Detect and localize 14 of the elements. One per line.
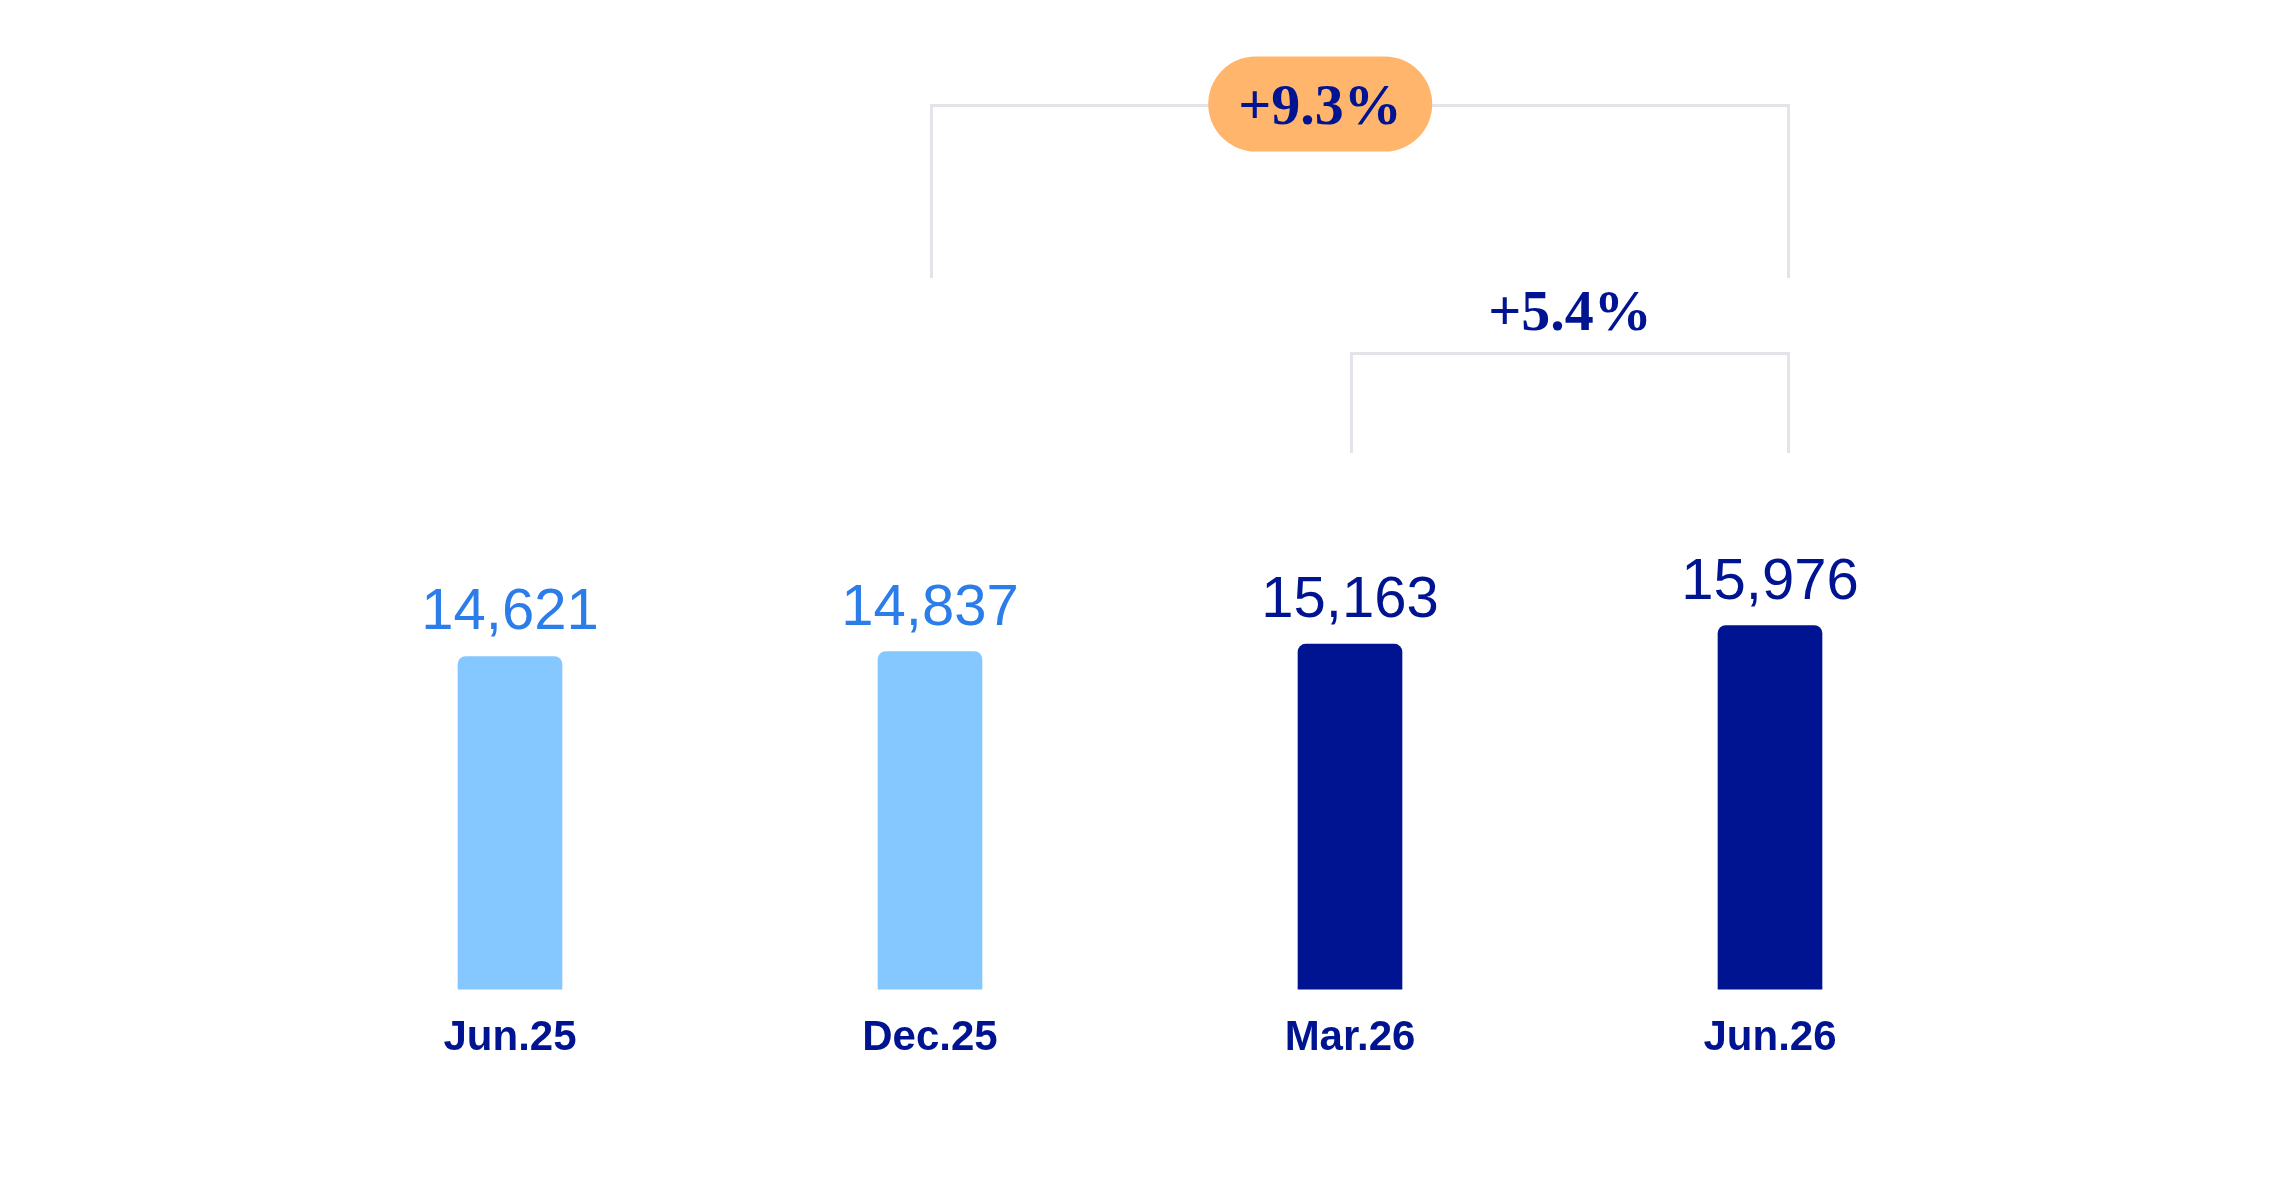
bar [877, 651, 983, 990]
text: +5.4% [1488, 276, 1652, 344]
data-label: 14,621 [421, 576, 599, 642]
bar [1717, 625, 1823, 990]
text: +9.3% [1208, 56, 1432, 152]
bar [1297, 643, 1403, 990]
x-tick-label: Mar.26 [1284, 1012, 1416, 1060]
x-tick-label: Jun.25 [443, 1012, 577, 1060]
data-label: 15,163 [1261, 564, 1439, 630]
bar [457, 656, 563, 990]
data-label: 14,837 [841, 571, 1019, 637]
data-label: 15,976 [1681, 545, 1859, 611]
x-tick-label: Dec.25 [862, 1012, 998, 1060]
x-tick-label: Jun.26 [1703, 1012, 1837, 1060]
